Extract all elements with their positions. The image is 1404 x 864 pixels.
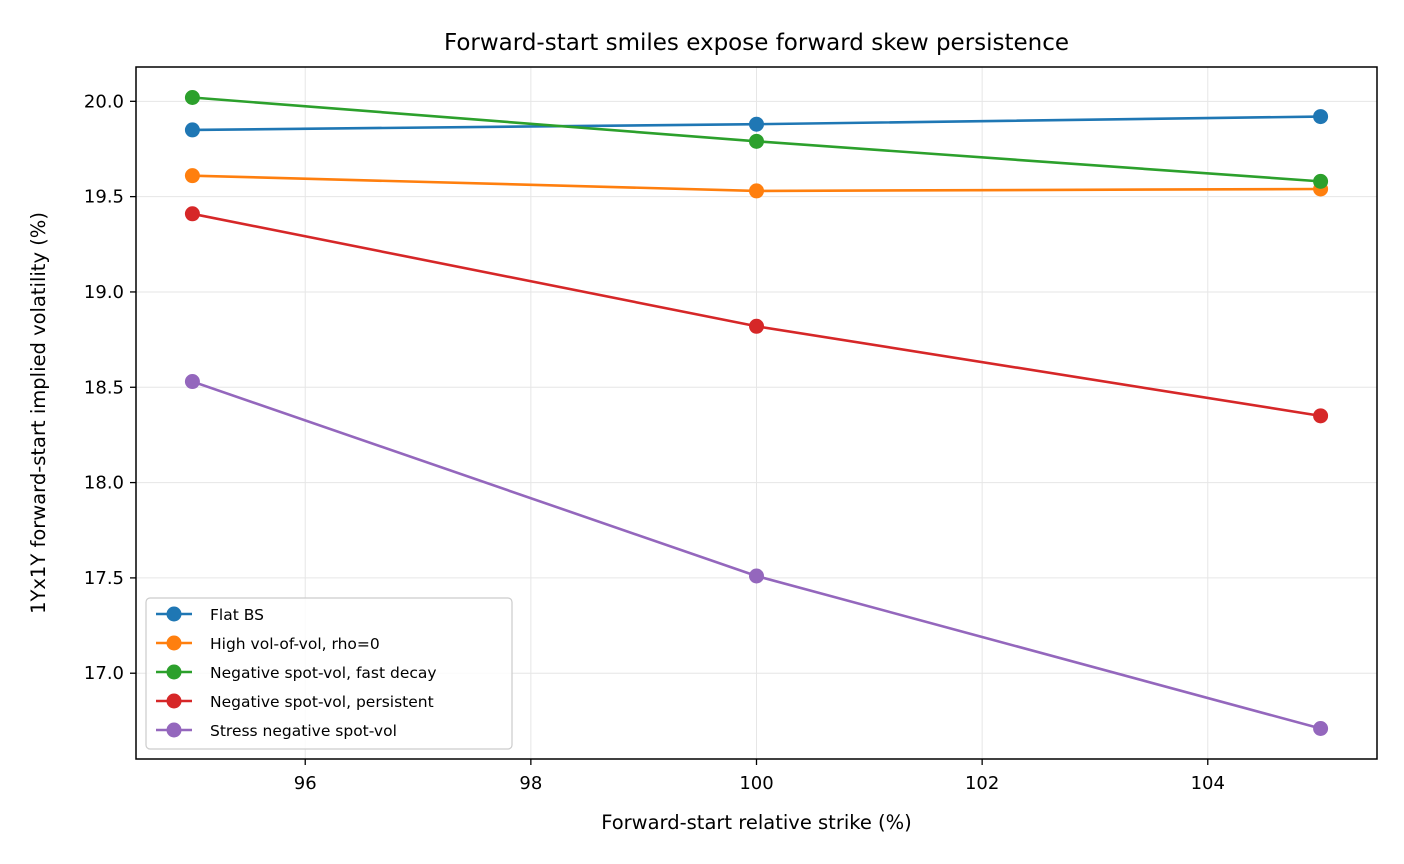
series-0 [184,109,1329,138]
legend-label: Negative spot-vol, fast decay [210,664,437,682]
data-point [1313,109,1329,125]
legend-swatch-marker [166,635,182,651]
x-tick-label: 100 [739,773,773,794]
legend-swatch-marker [166,693,182,709]
legend-item: High vol-of-vol, rho=0 [156,635,380,653]
y-tick-label: 19.5 [84,187,124,208]
data-point [749,116,764,132]
y-tick-label: 17.5 [84,568,124,589]
legend-label: High vol-of-vol, rho=0 [210,635,380,653]
series-4 [184,374,1329,736]
x-tick-label: 104 [1191,773,1225,794]
legend-label: Stress negative spot-vol [210,722,397,740]
y-tick-label: 20.0 [84,91,124,112]
legend-label: Negative spot-vol, persistent [210,693,434,711]
data-point [749,568,764,584]
series-layer [184,90,1329,736]
legend-item: Negative spot-vol, persistent [156,693,434,711]
x-tick-label: 98 [519,773,542,794]
y-tick-label: 18.0 [84,473,124,494]
legend-swatch-marker [166,722,182,738]
data-point [1313,720,1329,736]
y-tick-label: 19.0 [84,282,124,303]
data-point [749,318,764,334]
data-point [184,206,200,222]
legend-swatch-marker [166,606,182,622]
legend: Flat BS High vol-of-vol, rho=0 Negative sp… [145,597,513,750]
data-point [184,90,200,106]
data-point [1313,408,1329,424]
legend-swatch-marker [166,664,182,680]
chart-title: Forward-start smiles expose forward skew… [444,30,1069,56]
axis-ticks: 96 98 100 102 104 17.0 17.5 18.0 18.5 19.0 19.5 20.… [84,91,1225,794]
series-3 [184,206,1329,424]
x-tick-label: 102 [965,773,999,794]
legend-label: Flat BS [210,606,264,624]
data-point [749,133,764,149]
data-point [184,168,200,184]
y-tick-label: 18.5 [84,377,124,398]
legend-item: Flat BS [156,606,264,624]
series-2 [184,90,1329,189]
data-point [184,374,200,390]
x-tick-label: 96 [294,773,317,794]
data-point [1313,173,1329,189]
y-tick-label: 17.0 [84,663,124,684]
legend-item: Stress negative spot-vol [156,722,397,740]
legend-box [145,597,513,750]
legend-item: Negative spot-vol, fast decay [156,664,437,682]
data-point [184,122,200,138]
x-axis-label: Forward-start relative strike (%) [601,811,912,834]
data-point [749,183,764,199]
y-axis-label: 1Yx1Y forward-start implied volatility (… [27,212,50,614]
